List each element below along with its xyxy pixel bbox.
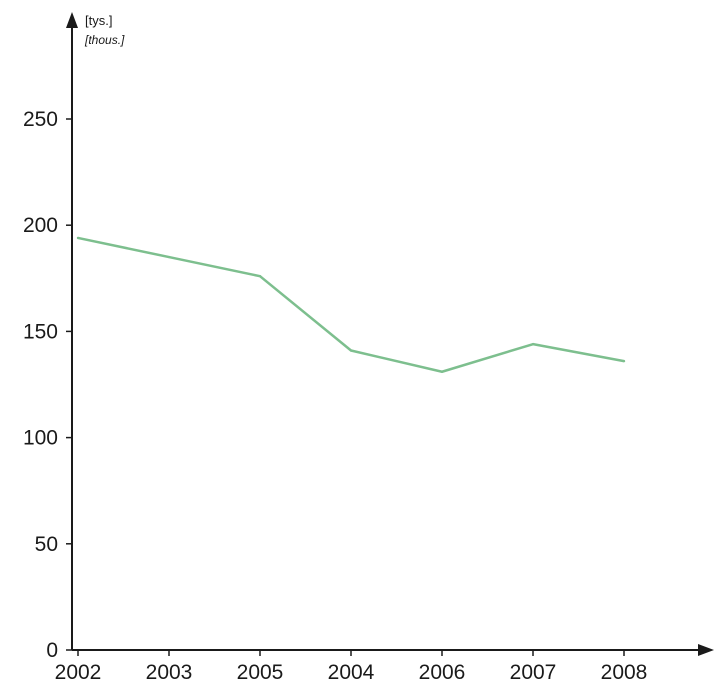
y-tick-label: 50 [35,533,58,556]
y-tick-label: 150 [23,320,58,343]
data-point [76,236,80,240]
x-tick-label: 2008 [601,661,648,684]
x-tick-label: 2006 [419,661,466,684]
data-point [258,274,262,278]
x-axis-arrow-icon [698,644,714,656]
y-axis-unit-translation: [thous.] [84,33,125,47]
y-axis-unit-label: [tys.] [85,13,112,28]
y-axis-ticks: 0 50 100 150 200 250 [23,108,72,662]
x-tick-label: 2007 [510,661,557,684]
y-tick-label: 100 [23,427,58,450]
data-point [349,349,353,352]
x-axis-ticks: 2002 2003 2005 2004 2006 2007 2008 [55,650,648,684]
y-axis-arrow-icon [66,12,78,28]
y-tick-label: 250 [23,108,58,131]
y-tick-label: 200 [23,214,58,237]
data-point [440,370,444,373]
x-tick-label: 2004 [328,661,375,684]
x-tick-label: 2005 [237,661,284,684]
x-tick-label: 2003 [146,661,193,684]
data-series-group [76,236,626,374]
x-tick-label: 2002 [55,661,102,684]
y-tick-label: 0 [46,639,58,662]
data-point [531,342,535,346]
data-point [622,359,626,363]
data-point [167,255,171,259]
